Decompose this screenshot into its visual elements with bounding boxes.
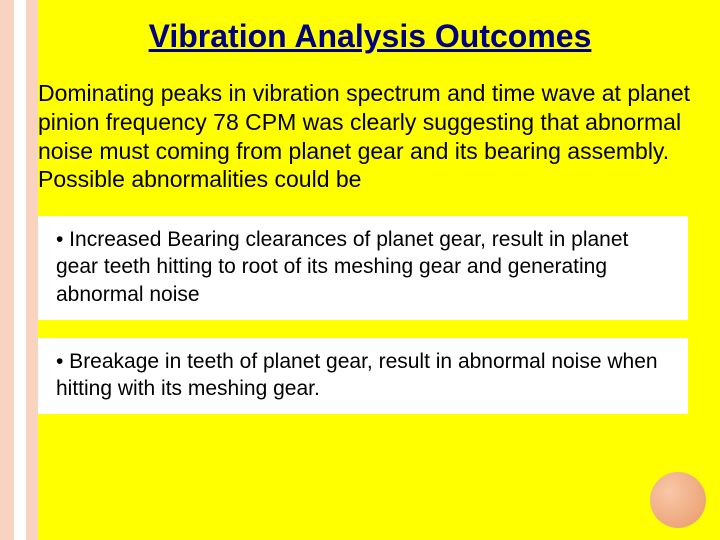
left-accent-stripes [0,0,38,540]
bullet-item: • Breakage in teeth of planet gear, resu… [38,338,688,415]
stripe [14,0,26,540]
slide-content: Vibration Analysis Outcomes Dominating p… [38,0,720,540]
stripe [26,0,38,540]
stripe [0,0,14,540]
intro-paragraph: Dominating peaks in vibration spectrum a… [38,79,702,194]
decorative-circle-icon [650,472,706,528]
slide-title: Vibration Analysis Outcomes [78,18,662,55]
bullet-item: • Increased Bearing clearances of planet… [38,216,688,320]
